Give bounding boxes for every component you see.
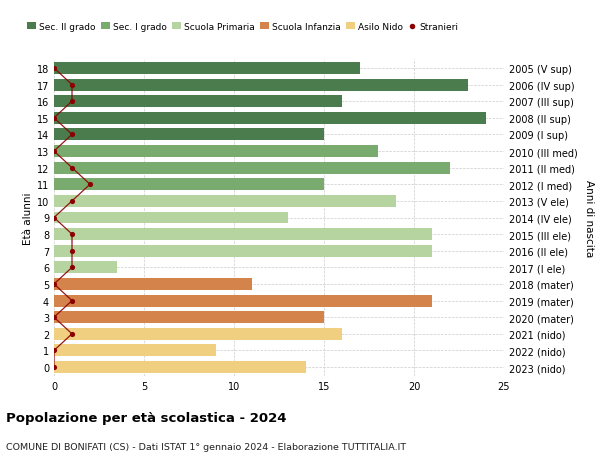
Bar (54, 245, 432, 257)
Point (49, 281, 59, 288)
Bar (54, 179, 324, 191)
Y-axis label: Età alunni: Età alunni (23, 192, 32, 244)
Point (67, 297, 77, 305)
Bar (54, 361, 306, 373)
Bar (54, 229, 432, 241)
Point (67, 82, 77, 89)
Point (67, 330, 77, 338)
Point (67, 247, 77, 255)
Bar (54, 146, 378, 158)
Text: COMUNE DI BONIFATI (CS) - Dati ISTAT 1° gennaio 2024 - Elaborazione TUTTITALIA.I: COMUNE DI BONIFATI (CS) - Dati ISTAT 1° … (6, 442, 406, 451)
Point (49, 347, 59, 354)
Bar (54, 345, 216, 357)
Bar (54, 196, 396, 207)
Bar (54, 328, 342, 340)
Point (85, 181, 95, 189)
Point (67, 198, 77, 205)
Point (49, 364, 59, 371)
Point (67, 264, 77, 271)
Bar (54, 79, 468, 91)
Bar (54, 129, 324, 141)
Bar (54, 295, 432, 307)
Bar (54, 112, 486, 124)
Bar (54, 162, 450, 174)
Bar (54, 312, 324, 324)
Point (67, 231, 77, 238)
Bar (54, 63, 360, 75)
Point (67, 165, 77, 172)
Point (49, 148, 59, 155)
Legend: Sec. II grado, Sec. I grado, Scuola Primaria, Scuola Infanzia, Asilo Nido, Stran: Sec. II grado, Sec. I grado, Scuola Prim… (28, 23, 458, 32)
Y-axis label: Anni di nascita: Anni di nascita (584, 179, 594, 257)
Point (49, 115, 59, 122)
Bar (54, 262, 117, 274)
Point (67, 98, 77, 106)
Point (49, 314, 59, 321)
Point (49, 65, 59, 73)
Bar (54, 212, 288, 224)
Bar (54, 278, 252, 291)
Point (67, 131, 77, 139)
Point (49, 214, 59, 222)
Text: Popolazione per età scolastica - 2024: Popolazione per età scolastica - 2024 (6, 412, 287, 425)
Bar (54, 96, 342, 108)
